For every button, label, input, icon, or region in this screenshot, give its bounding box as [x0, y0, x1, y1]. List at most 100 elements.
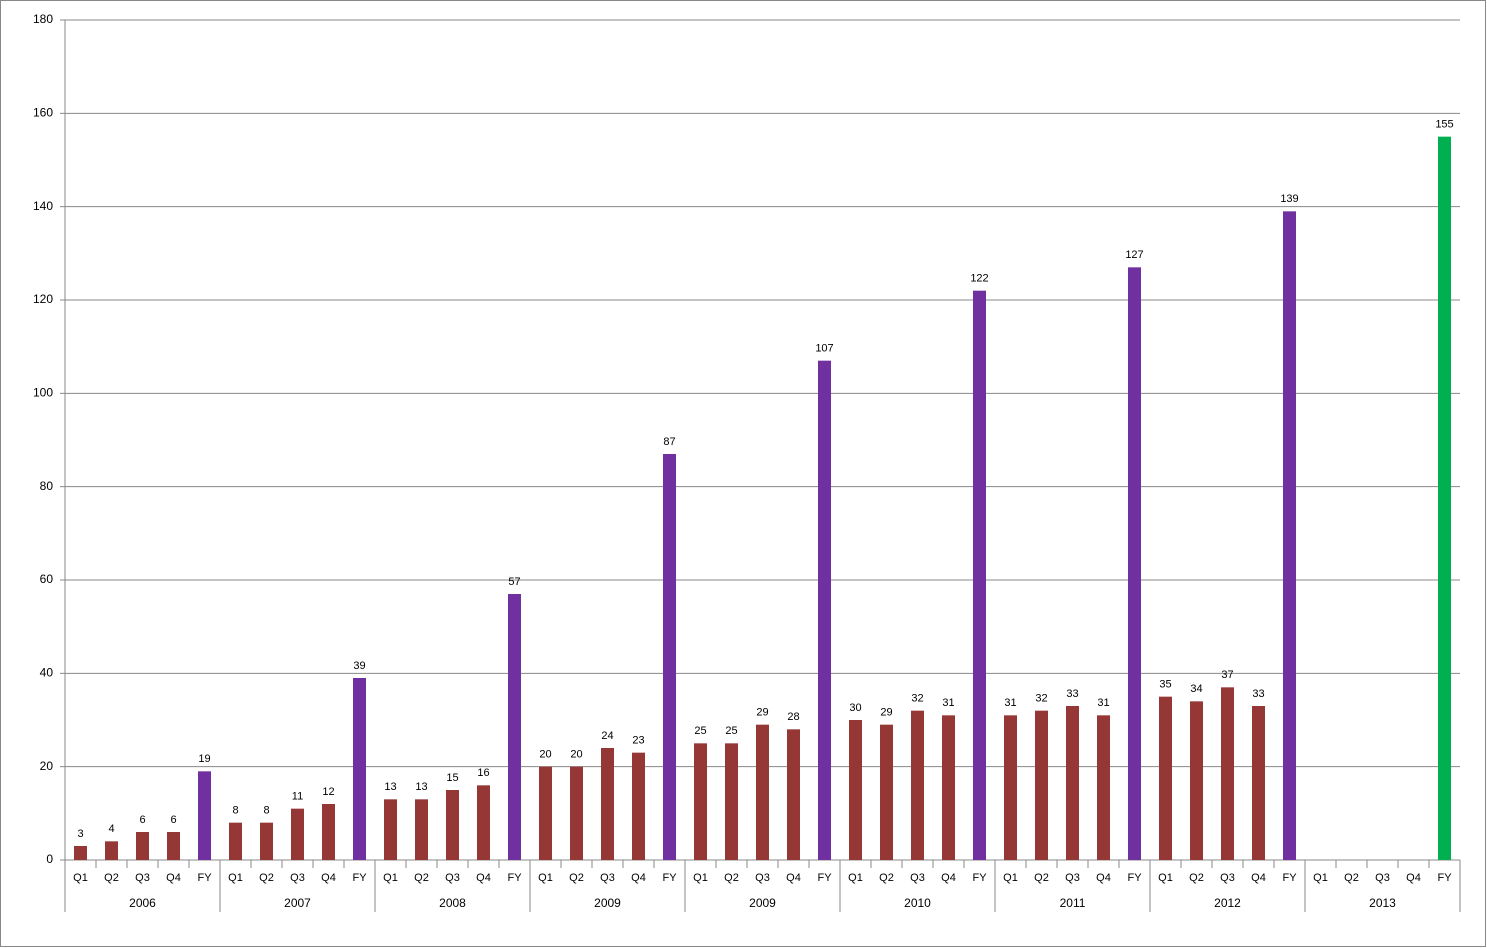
x-tick-label: Q3 — [600, 872, 615, 884]
group-label: 2009 — [594, 896, 621, 910]
x-tick-label: Q3 — [1065, 872, 1080, 884]
x-tick-label: FY — [662, 872, 677, 884]
bar — [136, 832, 149, 860]
x-tick-label: Q2 — [414, 872, 429, 884]
bar — [570, 766, 583, 860]
bar — [756, 724, 769, 860]
group-label: 2012 — [1214, 896, 1241, 910]
data-label: 29 — [880, 707, 892, 719]
group-label: 2011 — [1060, 896, 1086, 910]
bar — [942, 715, 955, 860]
data-label: 11 — [292, 791, 303, 803]
x-tick-label: Q4 — [941, 872, 956, 884]
group-label: 2010 — [904, 896, 931, 910]
x-tick-label: FY — [507, 872, 522, 884]
data-label: 12 — [322, 786, 334, 798]
data-label: 87 — [663, 436, 675, 448]
data-label: 32 — [911, 693, 923, 705]
data-label: 57 — [508, 576, 520, 588]
x-tick-label: Q2 — [1189, 872, 1204, 884]
data-label: 107 — [815, 343, 833, 355]
x-tick-label: Q4 — [786, 872, 801, 884]
x-tick-label: FY — [197, 872, 212, 884]
y-tick-label: 60 — [40, 572, 54, 586]
data-label: 13 — [415, 781, 427, 793]
data-label: 20 — [539, 749, 551, 761]
data-label: 33 — [1252, 688, 1264, 700]
x-tick-label: Q3 — [1220, 872, 1235, 884]
bar — [1252, 706, 1265, 860]
data-label: 127 — [1125, 249, 1143, 261]
bar — [1283, 211, 1296, 861]
x-tick-label: Q2 — [1344, 872, 1359, 884]
bar — [787, 729, 800, 860]
x-tick-label: Q3 — [445, 872, 460, 884]
bar — [353, 678, 366, 860]
data-label: 155 — [1435, 119, 1453, 131]
bar — [229, 822, 242, 860]
bar — [1438, 136, 1451, 860]
bar — [973, 290, 986, 861]
bar — [1190, 701, 1203, 860]
x-tick-label: Q2 — [259, 872, 274, 884]
bar — [1066, 706, 1079, 860]
bar — [601, 748, 614, 860]
data-label: 25 — [725, 725, 737, 737]
x-tick-label: Q3 — [135, 872, 150, 884]
x-tick-label: Q4 — [1406, 872, 1421, 884]
x-tick-label: Q3 — [1375, 872, 1390, 884]
data-label: 34 — [1190, 683, 1202, 695]
data-label: 32 — [1035, 693, 1047, 705]
y-tick-label: 140 — [33, 199, 53, 213]
data-label: 29 — [756, 707, 768, 719]
bar — [446, 790, 459, 860]
data-label: 31 — [1097, 697, 1109, 709]
x-tick-label: Q1 — [383, 872, 398, 884]
data-label: 122 — [970, 273, 988, 285]
x-tick-label: Q1 — [693, 872, 708, 884]
x-tick-label: Q1 — [538, 872, 553, 884]
group-label: 2007 — [284, 896, 311, 910]
bar — [849, 720, 862, 860]
x-tick-label: Q1 — [228, 872, 243, 884]
bar — [1221, 687, 1234, 860]
y-tick-label: 0 — [46, 852, 53, 866]
bar — [260, 822, 273, 860]
y-tick-label: 100 — [33, 386, 53, 400]
bar — [880, 724, 893, 860]
data-label: 6 — [139, 814, 145, 826]
bar — [911, 710, 924, 860]
x-tick-label: Q4 — [631, 872, 646, 884]
bar — [105, 841, 118, 860]
bar — [663, 454, 676, 860]
x-tick-label: Q4 — [1251, 872, 1266, 884]
y-tick-label: 180 — [33, 12, 53, 26]
group-label: 2006 — [129, 896, 156, 910]
x-tick-label: Q2 — [724, 872, 739, 884]
data-label: 24 — [601, 730, 613, 742]
data-label: 4 — [108, 823, 114, 835]
data-label: 19 — [198, 753, 210, 765]
bar — [632, 752, 645, 860]
y-tick-label: 40 — [40, 666, 54, 680]
data-label: 30 — [849, 702, 861, 714]
bar — [539, 766, 552, 860]
data-label: 6 — [170, 814, 176, 826]
bar — [322, 804, 335, 860]
bar — [508, 594, 521, 860]
data-label: 3 — [77, 828, 83, 840]
data-label: 8 — [232, 805, 238, 817]
bar — [198, 771, 211, 860]
bar — [1035, 710, 1048, 860]
data-label: 13 — [384, 781, 396, 793]
bar — [74, 846, 87, 860]
x-tick-label: FY — [817, 872, 832, 884]
x-tick-label: FY — [972, 872, 987, 884]
bar — [477, 785, 490, 860]
bar — [818, 360, 831, 860]
x-tick-label: Q2 — [569, 872, 584, 884]
bar — [1128, 267, 1141, 860]
x-tick-label: Q3 — [290, 872, 305, 884]
x-tick-label: Q4 — [1096, 872, 1111, 884]
